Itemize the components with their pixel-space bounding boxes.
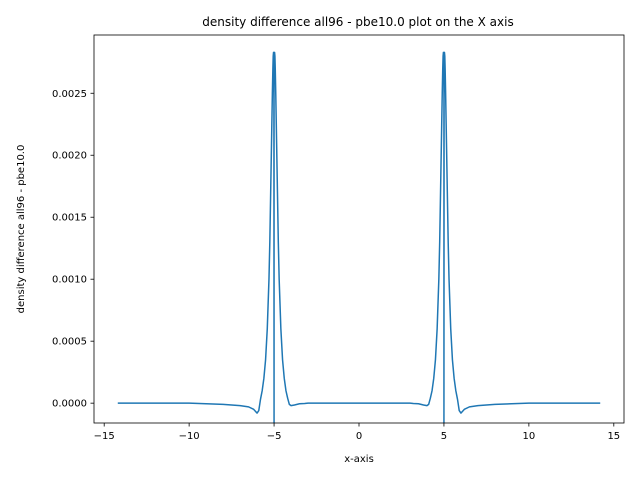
series-line-0 bbox=[117, 51, 601, 423]
chart-title: density difference all96 - pbe10.0 plot … bbox=[202, 15, 513, 29]
y-tick-label: 0.0015 bbox=[52, 213, 87, 224]
x-axis-ticks: −15 −10 −5 0 5 10 15 bbox=[94, 423, 620, 442]
series-layer bbox=[117, 51, 601, 423]
x-tick-label: −15 bbox=[94, 431, 115, 442]
x-tick-label: 0 bbox=[356, 431, 362, 442]
y-axis-label: density difference all96 - pbe10.0 bbox=[16, 145, 27, 314]
x-tick-label: −10 bbox=[179, 431, 200, 442]
x-tick-label: 10 bbox=[523, 431, 536, 442]
x-tick-label: −5 bbox=[267, 431, 282, 442]
x-tick-label: 5 bbox=[441, 431, 447, 442]
y-tick-label: 0.0000 bbox=[52, 399, 87, 410]
y-tick-label: 0.0025 bbox=[52, 89, 87, 100]
y-axis-ticks: 0.0000 0.0005 0.0010 0.0015 0.0020 0.0025 bbox=[52, 89, 94, 410]
x-tick-label: 15 bbox=[607, 431, 620, 442]
y-tick-label: 0.0005 bbox=[52, 337, 87, 348]
y-tick-label: 0.0020 bbox=[52, 151, 87, 162]
x-axis-label: x-axis bbox=[344, 454, 374, 465]
plot-area bbox=[93, 34, 625, 424]
plot-frame bbox=[93, 34, 625, 424]
y-tick-label: 0.0010 bbox=[52, 275, 87, 286]
